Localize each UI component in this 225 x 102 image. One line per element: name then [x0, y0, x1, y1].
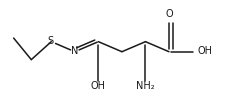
Text: OH: OH	[197, 46, 212, 56]
Text: NH₂: NH₂	[136, 81, 155, 91]
Text: OH: OH	[91, 81, 106, 91]
Text: O: O	[165, 9, 173, 19]
Text: N: N	[71, 46, 79, 56]
Text: S: S	[47, 36, 53, 46]
